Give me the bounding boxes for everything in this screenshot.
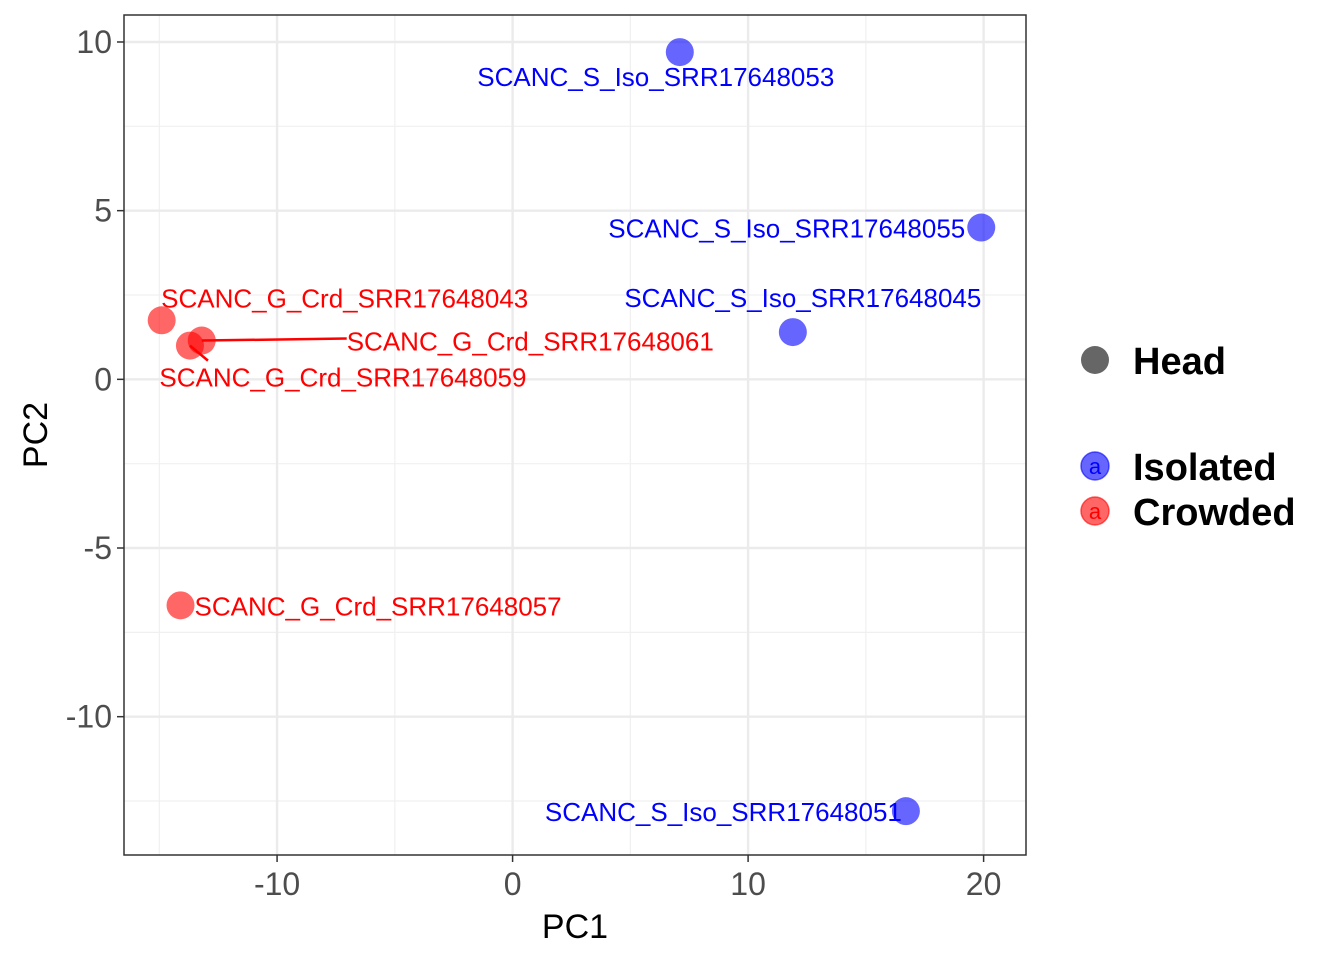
- x-tick-label: 20: [966, 866, 1002, 902]
- point-label: SCANC_S_Iso_SRR17648051: [545, 797, 902, 827]
- point-label: SCANC_G_Crd_SRR17648043: [161, 283, 528, 313]
- data-point: [175, 331, 204, 360]
- y-tick-label: -5: [84, 530, 112, 566]
- data-point: [166, 591, 195, 620]
- axis-ticks: [117, 41, 985, 862]
- legend-key-circle: [1080, 451, 1110, 481]
- legend-entry-label: Crowded: [1133, 492, 1296, 534]
- point-label: SCANC_G_Crd_SRR17648059: [159, 363, 526, 393]
- y-tick-label: 0: [94, 361, 112, 397]
- point-label: SCANC_G_Crd_SRR17648061: [347, 327, 714, 357]
- x-tick-label: 0: [504, 866, 522, 902]
- legend-shape-key: [1081, 346, 1109, 374]
- x-axis-title: PC1: [542, 908, 608, 946]
- point-label: SCANC_G_Crd_SRR17648057: [195, 591, 562, 621]
- legend-key-glyph: a: [1089, 454, 1102, 479]
- legend-entry-label: Isolated: [1133, 447, 1277, 489]
- data-point: [891, 797, 920, 826]
- legend-key-glyph: a: [1089, 499, 1102, 524]
- panel-border: [123, 14, 1027, 856]
- grid-major: [124, 15, 1026, 855]
- data-point: [778, 318, 807, 347]
- data-point: [665, 38, 694, 67]
- legend-key-circle: [1080, 496, 1110, 526]
- y-tick-label: 5: [94, 193, 112, 229]
- y-tick-label: -10: [66, 699, 112, 735]
- data-point: [967, 213, 996, 242]
- point-label: SCANC_S_Iso_SRR17648053: [477, 62, 834, 92]
- y-axis-title: PC2: [17, 402, 55, 468]
- label-leader-line: [201, 337, 347, 342]
- legend: Head a Isolated a Crowded: [1080, 341, 1296, 534]
- grid-minor: [124, 15, 1026, 855]
- x-tick-label: -10: [254, 866, 300, 902]
- x-tick-label: 10: [730, 866, 766, 902]
- point-labels: SCANC_S_Iso_SRR17648053 SCANC_S_Iso_SRR17…: [159, 62, 981, 827]
- point-label: SCANC_S_Iso_SRR17648055: [608, 214, 965, 244]
- point-label: SCANC_S_Iso_SRR17648045: [624, 283, 981, 313]
- data-point: [147, 306, 176, 335]
- y-tick-label: 10: [76, 24, 112, 60]
- legend-color-entries: a Isolated a Crowded: [1080, 447, 1296, 534]
- axis-tick-labels: -10 0 10 20 -10 -5 0 5 10: [66, 24, 1002, 902]
- data-points: [147, 38, 996, 826]
- legend-shape-title: Head: [1133, 341, 1226, 383]
